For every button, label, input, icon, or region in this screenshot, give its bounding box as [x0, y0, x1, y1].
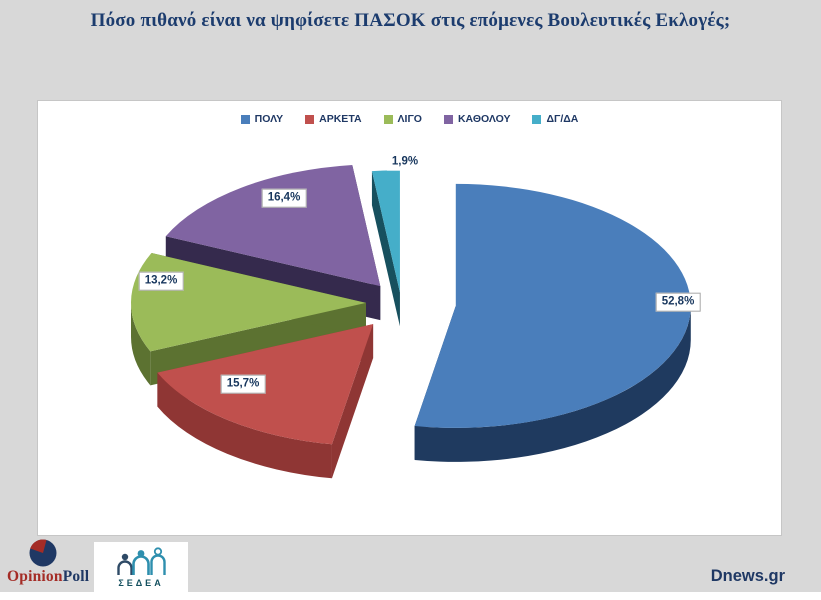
pie-slice-ΠΟΛΥ: [414, 183, 691, 428]
legend-item-ΛΙΓΟ: ΛΙΓΟ: [383, 113, 422, 125]
opinionpoll-logo: OpinionPoll: [7, 538, 117, 586]
legend-label: ΔΓ/ΔΑ: [546, 113, 579, 125]
chart-legend: ΠΟΛΥ ΑΡΚΕΤΑ ΛΙΓΟ ΚΑΘΟΛΟΥ ΔΓ/ΔΑ: [38, 113, 781, 125]
pie-slice-wall-ΔΓ/ΔΑ: [371, 171, 400, 327]
pie-slice-rim-ΠΟΛΥ: [414, 305, 691, 462]
pie-slice-rim-ΑΡΚΕΤΑ: [157, 372, 332, 479]
opinionpoll-text-poll: Poll: [62, 568, 90, 585]
pie-chart-3d: [131, 164, 691, 479]
sedea-logo: ΣΕΔΕΑ: [94, 542, 188, 592]
pie-slice-rim-ΛΙΓΟ: [131, 302, 151, 386]
data-label-ΑΡΚΕΤΑ: 15,7%: [220, 374, 266, 394]
pie-slice-wall-ΑΡΚΕΤΑ: [331, 324, 374, 479]
legend-marker: [305, 114, 315, 124]
legend-item-ΚΑΘΟΛΟΥ: ΚΑΘΟΛΟΥ: [443, 113, 511, 125]
legend-item-ΔΓ/ΔΑ: ΔΓ/ΔΑ: [532, 113, 578, 125]
legend-item-ΠΟΛΥ: ΠΟΛΥ: [240, 113, 284, 125]
legend-label: ΠΟΛΥ: [254, 113, 284, 125]
sedea-label: ΣΕΔΕΑ: [118, 577, 164, 588]
data-label-ΔΓ/ΔΑ: 1,9%: [386, 153, 424, 171]
pie-slice-ΚΑΘΟΛΟΥ: [165, 164, 381, 287]
data-label-ΛΙΓΟ: 13,2%: [138, 271, 184, 291]
legend-label: ΑΡΚΕΤΑ: [319, 113, 362, 125]
chart-panel: ΠΟΛΥ ΑΡΚΕΤΑ ΛΙΓΟ ΚΑΘΟΛΟΥ ΔΓ/ΔΑ 52,8% 15,7% 13,…: [37, 100, 782, 536]
data-label-ΠΟΛΥ: 52,8%: [655, 292, 701, 312]
pie-slice-ΔΓ/ΔΑ: [371, 170, 400, 293]
bottom-strip: [0, 592, 821, 600]
opinionpoll-text-opinion: Opinion: [7, 568, 63, 585]
legend-label: ΚΑΘΟΛΟΥ: [457, 113, 511, 125]
source-credit: Dnews.gr: [710, 567, 785, 585]
opinionpoll-pie-icon: [29, 539, 57, 567]
sedea-people-icon: [117, 546, 166, 575]
pie-slice-ΛΙΓΟ: [131, 253, 367, 352]
legend-marker: [383, 114, 393, 124]
legend-label: ΛΙΓΟ: [397, 113, 422, 125]
legend-marker: [240, 114, 250, 124]
legend-marker: [532, 114, 542, 124]
legend-marker: [443, 114, 453, 124]
legend-item-ΑΡΚΕΤΑ: ΑΡΚΕΤΑ: [305, 113, 362, 125]
data-label-ΚΑΘΟΛΟΥ: 16,4%: [261, 188, 307, 208]
chart-title: Πόσο πιθανό είναι να ψηφίσετε ΠΑΣΟΚ στις…: [90, 10, 731, 31]
